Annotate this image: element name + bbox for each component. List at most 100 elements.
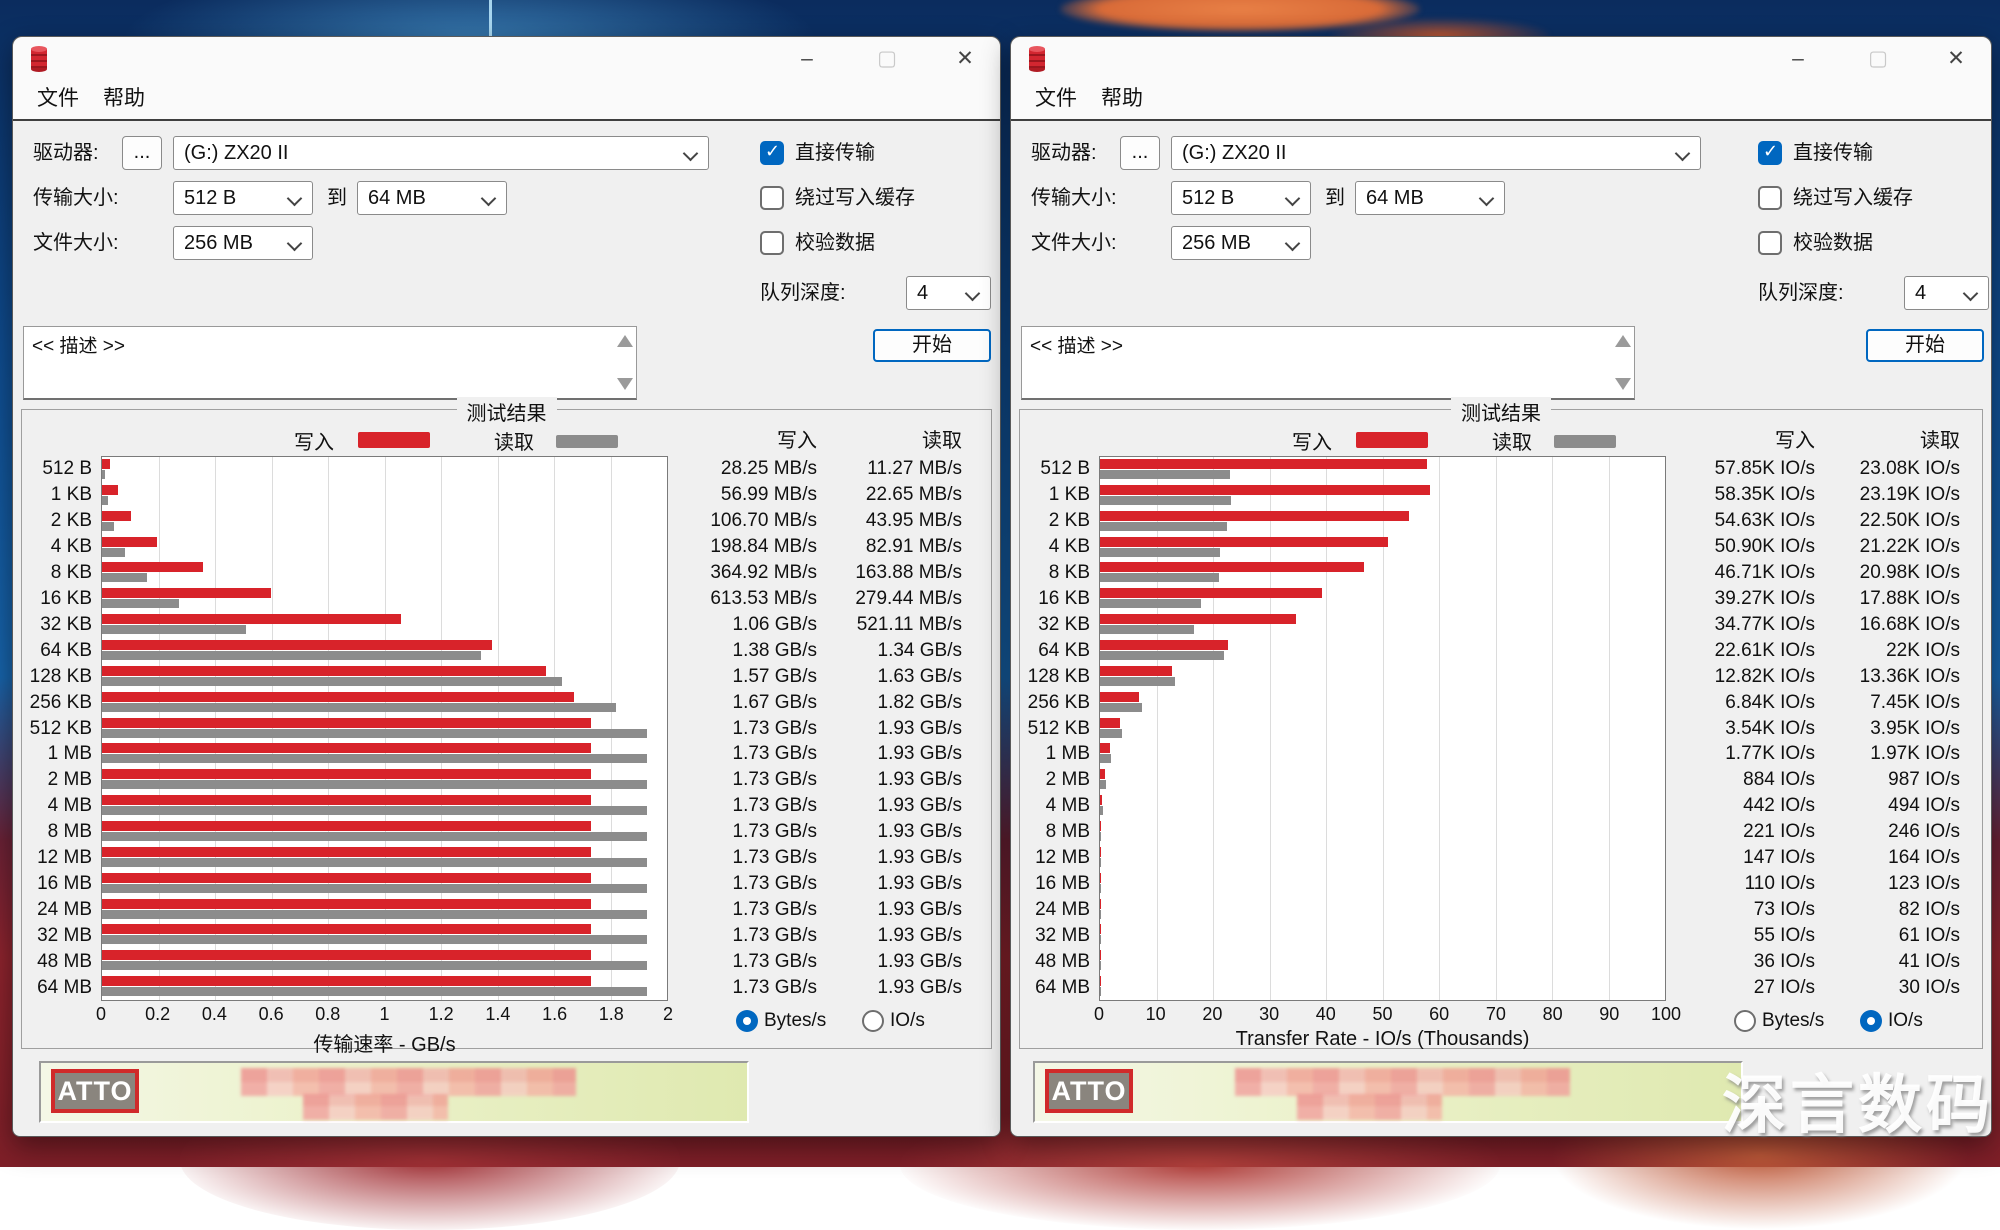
direct-io-checkbox[interactable] [760, 141, 784, 165]
read-bar [1100, 522, 1227, 531]
row-label: 8 KB [1020, 560, 1090, 586]
maximize-button[interactable]: ▢ [870, 45, 904, 75]
file-size-select[interactable]: 256 MB [1171, 226, 1311, 260]
chart-row [102, 535, 667, 561]
scroll-down-icon[interactable] [617, 378, 633, 390]
titlebar[interactable]: – ▢ ✕ [1011, 37, 1991, 81]
ios-per-sec-radio[interactable] [1860, 1010, 1882, 1032]
verify-data-checkbox[interactable] [760, 231, 784, 255]
menu-file[interactable]: 文件 [33, 81, 83, 119]
bytes-per-sec-label: Bytes/s [1762, 1008, 1824, 1034]
read-bar [1100, 884, 1101, 893]
drive-select-value: (G:) ZX20 II [184, 142, 288, 164]
start-button[interactable]: 开始 [1866, 329, 1984, 362]
ios-per-sec-radio[interactable] [862, 1010, 884, 1032]
minimize-button[interactable]: – [1781, 45, 1815, 75]
chart-row [1100, 457, 1665, 483]
chart-row [102, 483, 667, 509]
write-bar [102, 537, 157, 547]
write-bar [1100, 511, 1409, 521]
chart-row [102, 819, 667, 845]
row-label: 16 MB [1020, 871, 1090, 897]
row-label: 64 MB [22, 975, 92, 1001]
read-value: 246 IO/s [1778, 819, 1960, 845]
maximize-button[interactable]: ▢ [1861, 45, 1895, 75]
direct-io-checkbox[interactable] [1758, 141, 1782, 165]
row-label: 32 KB [22, 612, 92, 638]
close-button[interactable]: ✕ [1939, 45, 1973, 75]
write-bar [1100, 588, 1322, 598]
write-bar [102, 873, 591, 883]
transfer-to-select[interactable]: 64 MB [357, 181, 507, 215]
chart-row [1100, 767, 1665, 793]
write-bar [102, 614, 401, 624]
row-label: 64 KB [1020, 638, 1090, 664]
x-tick-label: 1.4 [485, 1004, 510, 1025]
close-button[interactable]: ✕ [948, 45, 982, 75]
browse-button[interactable]: ... [1120, 136, 1160, 170]
menu-help[interactable]: 帮助 [1097, 81, 1147, 119]
chevron-down-icon [683, 146, 699, 162]
bytes-per-sec-radio[interactable] [1734, 1010, 1756, 1032]
menu-bar: 文件 帮助 [1011, 81, 1991, 121]
queue-depth-select[interactable]: 4 [906, 276, 991, 310]
row-label: 64 KB [22, 638, 92, 664]
chart-row [102, 586, 667, 612]
scroll-up-icon[interactable] [617, 335, 633, 347]
read-value: 22.65 MB/s [780, 482, 962, 508]
minimize-button[interactable]: – [790, 45, 824, 75]
description-box[interactable]: << 描述 >> [23, 326, 637, 400]
menu-file[interactable]: 文件 [1031, 81, 1081, 119]
x-tick-label: 40 [1316, 1004, 1336, 1025]
atto-logo: ATTO [51, 1069, 139, 1113]
browse-button[interactable]: ... [122, 136, 162, 170]
chart-row [102, 509, 667, 535]
scroll-down-icon[interactable] [1615, 378, 1631, 390]
bypass-cache-checkbox[interactable] [1758, 186, 1782, 210]
read-bar [102, 651, 481, 660]
results-title: 测试结果 [1451, 397, 1551, 426]
titlebar[interactable]: – ▢ ✕ [13, 37, 1000, 81]
read-column-header: 读取 [780, 424, 962, 453]
drive-select[interactable]: (G:) ZX20 II [1171, 136, 1701, 170]
transfer-to-select[interactable]: 64 MB [1355, 181, 1505, 215]
row-label: 512 B [1020, 456, 1090, 482]
redacted-text-blur [303, 1094, 448, 1120]
read-value: 1.63 GB/s [780, 664, 962, 690]
x-tick-label: 0.6 [259, 1004, 284, 1025]
menu-help[interactable]: 帮助 [99, 81, 149, 119]
write-bar [1100, 795, 1102, 805]
x-tick-label: 50 [1372, 1004, 1392, 1025]
read-bar [102, 496, 108, 505]
transfer-from-select[interactable]: 512 B [173, 181, 313, 215]
start-button[interactable]: 开始 [873, 329, 991, 362]
write-bar [102, 640, 492, 650]
bypass-cache-checkbox[interactable] [760, 186, 784, 210]
read-value: 1.93 GB/s [780, 975, 962, 1001]
read-bar [1100, 858, 1101, 867]
row-label: 48 MB [1020, 949, 1090, 975]
row-label: 1 KB [22, 482, 92, 508]
read-bar [102, 548, 125, 557]
chart-row [102, 845, 667, 871]
chart-rows [102, 457, 667, 1000]
drive-select[interactable]: (G:) ZX20 II [173, 136, 709, 170]
bytes-per-sec-radio[interactable] [736, 1010, 758, 1032]
file-size-select[interactable]: 256 MB [173, 226, 313, 260]
verify-data-checkbox[interactable] [1758, 231, 1782, 255]
chevron-down-icon [1285, 191, 1301, 207]
row-label: 12 MB [1020, 845, 1090, 871]
x-tick-label: 90 [1599, 1004, 1619, 1025]
read-column-header: 读取 [1778, 424, 1960, 453]
queue-depth-select[interactable]: 4 [1904, 276, 1989, 310]
read-value: 494 IO/s [1778, 793, 1960, 819]
row-label: 8 MB [1020, 819, 1090, 845]
chart-row [1100, 560, 1665, 586]
row-label: 4 KB [1020, 534, 1090, 560]
description-box[interactable]: << 描述 >> [1021, 326, 1635, 400]
scroll-up-icon[interactable] [1615, 335, 1631, 347]
transfer-from-select[interactable]: 512 B [1171, 181, 1311, 215]
chevron-down-icon [1675, 146, 1691, 162]
